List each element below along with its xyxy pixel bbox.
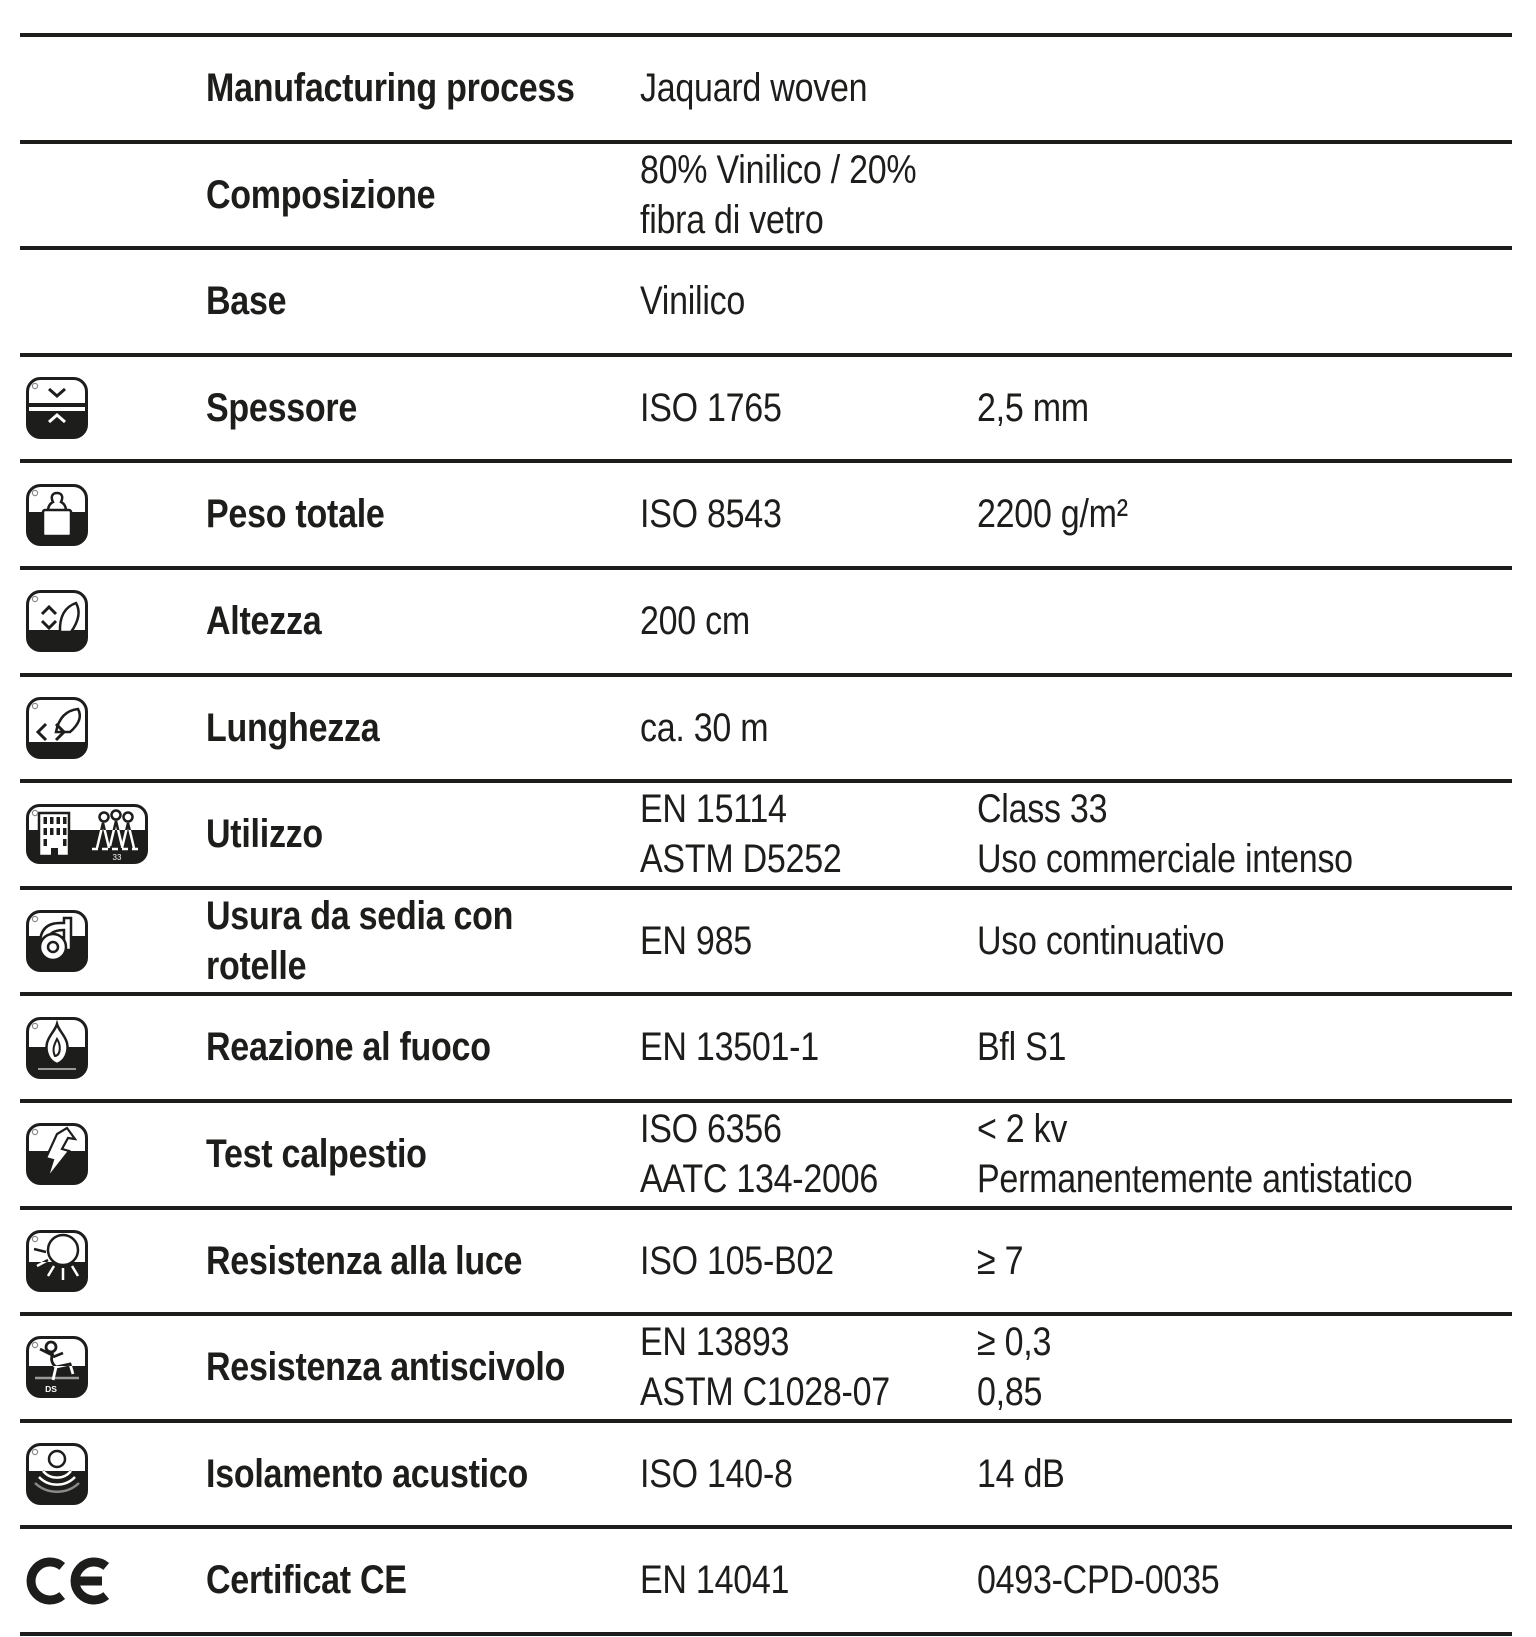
row-standard: ISO 8543 bbox=[640, 492, 782, 537]
row-value: 0493-CPD-0035 bbox=[977, 1558, 1220, 1603]
row-label: Manufacturing process bbox=[206, 66, 575, 111]
row-label: Composizione bbox=[206, 172, 436, 217]
row-label: Resistenza alla luce bbox=[206, 1238, 523, 1283]
row-value: 2200 g/m² bbox=[977, 492, 1128, 537]
row-label: Peso totale bbox=[206, 492, 385, 537]
table-row: Manufacturing process Jaquard woven bbox=[20, 37, 1512, 144]
row-label: Certificat CE bbox=[206, 1558, 407, 1603]
table-row: Base Vinilico bbox=[20, 250, 1512, 357]
thickness-icon bbox=[20, 377, 206, 440]
row-standard: ca. 30 m bbox=[640, 705, 769, 750]
row-label: Test calpestio bbox=[206, 1132, 427, 1177]
row-label: Altezza bbox=[206, 599, 322, 644]
table-row: Test calpestio ISO 6356 AATC 134-2006 < 2 … bbox=[20, 1103, 1512, 1210]
castor-chair-icon bbox=[20, 910, 206, 973]
row-standard: EN 985 bbox=[640, 918, 752, 963]
row-value: Bfl S1 bbox=[977, 1025, 1067, 1070]
table-row: Isolamento acustico ISO 140-8 14 dB bbox=[20, 1423, 1512, 1530]
svg-text:DS: DS bbox=[45, 1384, 57, 1394]
row-value: Class 33 Uso commerciale intenso bbox=[977, 787, 1353, 882]
row-value: < 2 kv Permanentemente antistatico bbox=[977, 1106, 1413, 1202]
slip-resistance-icon: DS bbox=[20, 1336, 206, 1399]
row-standard: EN 13501-1 bbox=[640, 1025, 819, 1070]
light-resistance-icon bbox=[20, 1229, 206, 1292]
usage-class-icon: 33 bbox=[20, 804, 206, 865]
fire-reaction-icon bbox=[20, 1016, 206, 1079]
row-label: Usura da sedia con rotelle bbox=[206, 893, 514, 989]
row-label: Lunghezza bbox=[206, 705, 380, 750]
table-row: 33 Utilizzo EN 15114 ASTM D5252 Class 33 Us… bbox=[20, 783, 1512, 890]
ce-mark-icon bbox=[20, 1555, 206, 1607]
row-label: Spessore bbox=[206, 385, 358, 430]
table-row: Reazione al fuoco EN 13501-1 Bfl S1 bbox=[20, 996, 1512, 1103]
row-standard: 80% Vinilico / 20% fibra di vetro bbox=[640, 147, 917, 242]
table-row: Peso totale ISO 8543 2200 g/m² bbox=[20, 463, 1512, 570]
table-row: Spessore ISO 1765 2,5 mm bbox=[20, 357, 1512, 464]
row-standard: EN 14041 bbox=[640, 1558, 790, 1603]
row-standard: ISO 1765 bbox=[640, 385, 782, 430]
row-standard: EN 15114 ASTM D5252 bbox=[640, 787, 842, 882]
antistatic-icon bbox=[20, 1123, 206, 1186]
weight-icon bbox=[20, 483, 206, 546]
row-value: ≥ 0,3 0,85 bbox=[977, 1320, 1052, 1415]
height-icon bbox=[20, 590, 206, 653]
table-row: Altezza 200 cm bbox=[20, 570, 1512, 677]
table-row: DS Resistenza antiscivolo EN 13893 ASTM C1… bbox=[20, 1316, 1512, 1423]
table-row: Resistenza alla luce ISO 105-B02 ≥ 7 bbox=[20, 1210, 1512, 1317]
table-row: Lunghezza ca. 30 m bbox=[20, 677, 1512, 784]
acoustic-icon bbox=[20, 1443, 206, 1506]
row-standard: Vinilico bbox=[640, 279, 746, 324]
row-standard: ISO 6356 AATC 134-2006 bbox=[640, 1106, 878, 1202]
row-standard: Jaquard woven bbox=[640, 66, 868, 111]
row-label: Utilizzo bbox=[206, 812, 323, 857]
row-standard: 200 cm bbox=[640, 599, 750, 644]
row-value: ≥ 7 bbox=[977, 1238, 1024, 1283]
row-value: 2,5 mm bbox=[977, 385, 1089, 430]
table-row: Composizione 80% Vinilico / 20% fibra di … bbox=[20, 144, 1512, 251]
row-value: 14 dB bbox=[977, 1451, 1065, 1496]
row-label: Base bbox=[206, 279, 287, 324]
row-label: Resistenza antiscivolo bbox=[206, 1345, 566, 1390]
spec-table: Manufacturing process Jaquard woven Compos… bbox=[20, 33, 1512, 1636]
length-icon bbox=[20, 696, 206, 759]
row-label: Isolamento acustico bbox=[206, 1451, 529, 1496]
svg-text:33: 33 bbox=[113, 853, 122, 862]
row-standard: ISO 105-B02 bbox=[640, 1238, 834, 1283]
row-value: Uso continuativo bbox=[977, 918, 1225, 963]
table-row: Certificat CE EN 14041 0493-CPD-0035 bbox=[20, 1529, 1512, 1636]
row-standard: EN 13893 ASTM C1028-07 bbox=[640, 1320, 890, 1415]
row-label: Reazione al fuoco bbox=[206, 1025, 491, 1070]
row-standard: ISO 140-8 bbox=[640, 1451, 793, 1496]
table-row: Usura da sedia con rotelle EN 985 Uso cont… bbox=[20, 890, 1512, 997]
